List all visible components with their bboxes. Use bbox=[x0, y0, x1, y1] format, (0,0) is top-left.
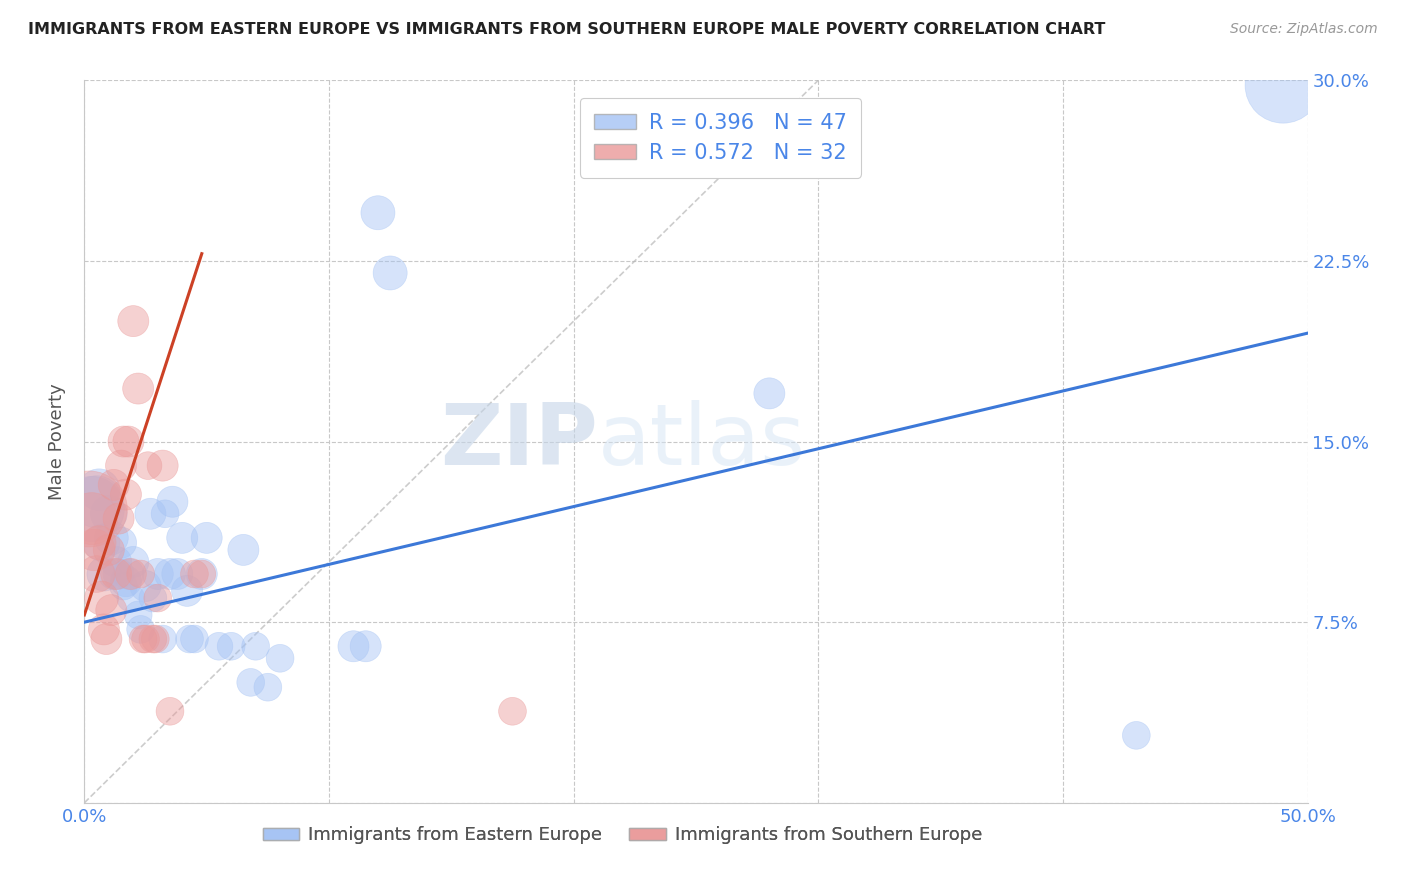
Point bbox=[105, 555, 128, 569]
Point bbox=[219, 639, 242, 653]
Point bbox=[87, 535, 110, 549]
Point bbox=[191, 567, 214, 582]
Point bbox=[97, 542, 120, 557]
Point bbox=[232, 542, 254, 557]
Point bbox=[183, 567, 205, 582]
Point bbox=[1272, 78, 1295, 92]
Point bbox=[110, 458, 132, 473]
Point bbox=[83, 542, 105, 557]
Point bbox=[166, 567, 188, 582]
Point bbox=[93, 623, 115, 637]
Point bbox=[758, 386, 780, 401]
Point bbox=[135, 632, 157, 646]
Point bbox=[117, 434, 139, 449]
Point bbox=[86, 567, 108, 582]
Point bbox=[159, 567, 181, 582]
Point bbox=[100, 603, 122, 617]
Point bbox=[195, 531, 218, 545]
Point bbox=[110, 535, 132, 549]
Point bbox=[129, 567, 152, 582]
Text: ZIP: ZIP bbox=[440, 400, 598, 483]
Point bbox=[96, 632, 118, 646]
Point bbox=[257, 680, 280, 694]
Point bbox=[153, 507, 176, 521]
Point bbox=[143, 632, 166, 646]
Point bbox=[80, 511, 103, 525]
Point bbox=[105, 567, 128, 582]
Point bbox=[176, 583, 198, 598]
Point bbox=[152, 458, 174, 473]
Text: IMMIGRANTS FROM EASTERN EUROPE VS IMMIGRANTS FROM SOUTHERN EUROPE MALE POVERTY C: IMMIGRANTS FROM EASTERN EUROPE VS IMMIGR… bbox=[28, 22, 1105, 37]
Point bbox=[100, 531, 122, 545]
Point bbox=[103, 567, 125, 582]
Point bbox=[1125, 728, 1147, 742]
Point bbox=[120, 591, 142, 605]
Point bbox=[115, 487, 138, 501]
Point bbox=[90, 591, 112, 605]
Legend: Immigrants from Eastern Europe, Immigrants from Southern Europe: Immigrants from Eastern Europe, Immigran… bbox=[256, 819, 990, 852]
Point bbox=[112, 579, 135, 593]
Point bbox=[107, 511, 129, 525]
Point bbox=[127, 382, 149, 396]
Point bbox=[146, 591, 169, 605]
Point bbox=[136, 458, 159, 473]
Y-axis label: Male Poverty: Male Poverty bbox=[48, 384, 66, 500]
Point bbox=[342, 639, 364, 653]
Point bbox=[107, 567, 129, 582]
Point bbox=[93, 567, 115, 582]
Point bbox=[354, 639, 377, 653]
Point bbox=[159, 704, 181, 718]
Point bbox=[90, 535, 112, 549]
Point bbox=[86, 494, 108, 508]
Point bbox=[132, 632, 155, 646]
Point bbox=[87, 483, 110, 497]
Point bbox=[127, 607, 149, 622]
Point bbox=[239, 675, 262, 690]
Point bbox=[135, 579, 157, 593]
Point bbox=[502, 704, 524, 718]
Point bbox=[152, 632, 174, 646]
Point bbox=[179, 632, 201, 646]
Point bbox=[139, 507, 162, 521]
Point bbox=[129, 623, 152, 637]
Point bbox=[162, 494, 184, 508]
Point bbox=[269, 651, 291, 665]
Point bbox=[183, 632, 205, 646]
Point bbox=[367, 205, 389, 219]
Point bbox=[208, 639, 231, 653]
Text: Source: ZipAtlas.com: Source: ZipAtlas.com bbox=[1230, 22, 1378, 37]
Point bbox=[122, 555, 145, 569]
Point bbox=[380, 266, 402, 280]
Point bbox=[245, 639, 267, 653]
Text: atlas: atlas bbox=[598, 400, 806, 483]
Point bbox=[191, 567, 214, 582]
Point bbox=[117, 567, 139, 582]
Point bbox=[115, 574, 138, 589]
Point bbox=[142, 632, 165, 646]
Point bbox=[80, 502, 103, 516]
Point bbox=[103, 478, 125, 492]
Point bbox=[122, 314, 145, 328]
Point bbox=[142, 591, 165, 605]
Point bbox=[112, 434, 135, 449]
Point bbox=[146, 567, 169, 582]
Point bbox=[172, 531, 194, 545]
Point bbox=[97, 507, 120, 521]
Point bbox=[120, 567, 142, 582]
Point bbox=[77, 502, 100, 516]
